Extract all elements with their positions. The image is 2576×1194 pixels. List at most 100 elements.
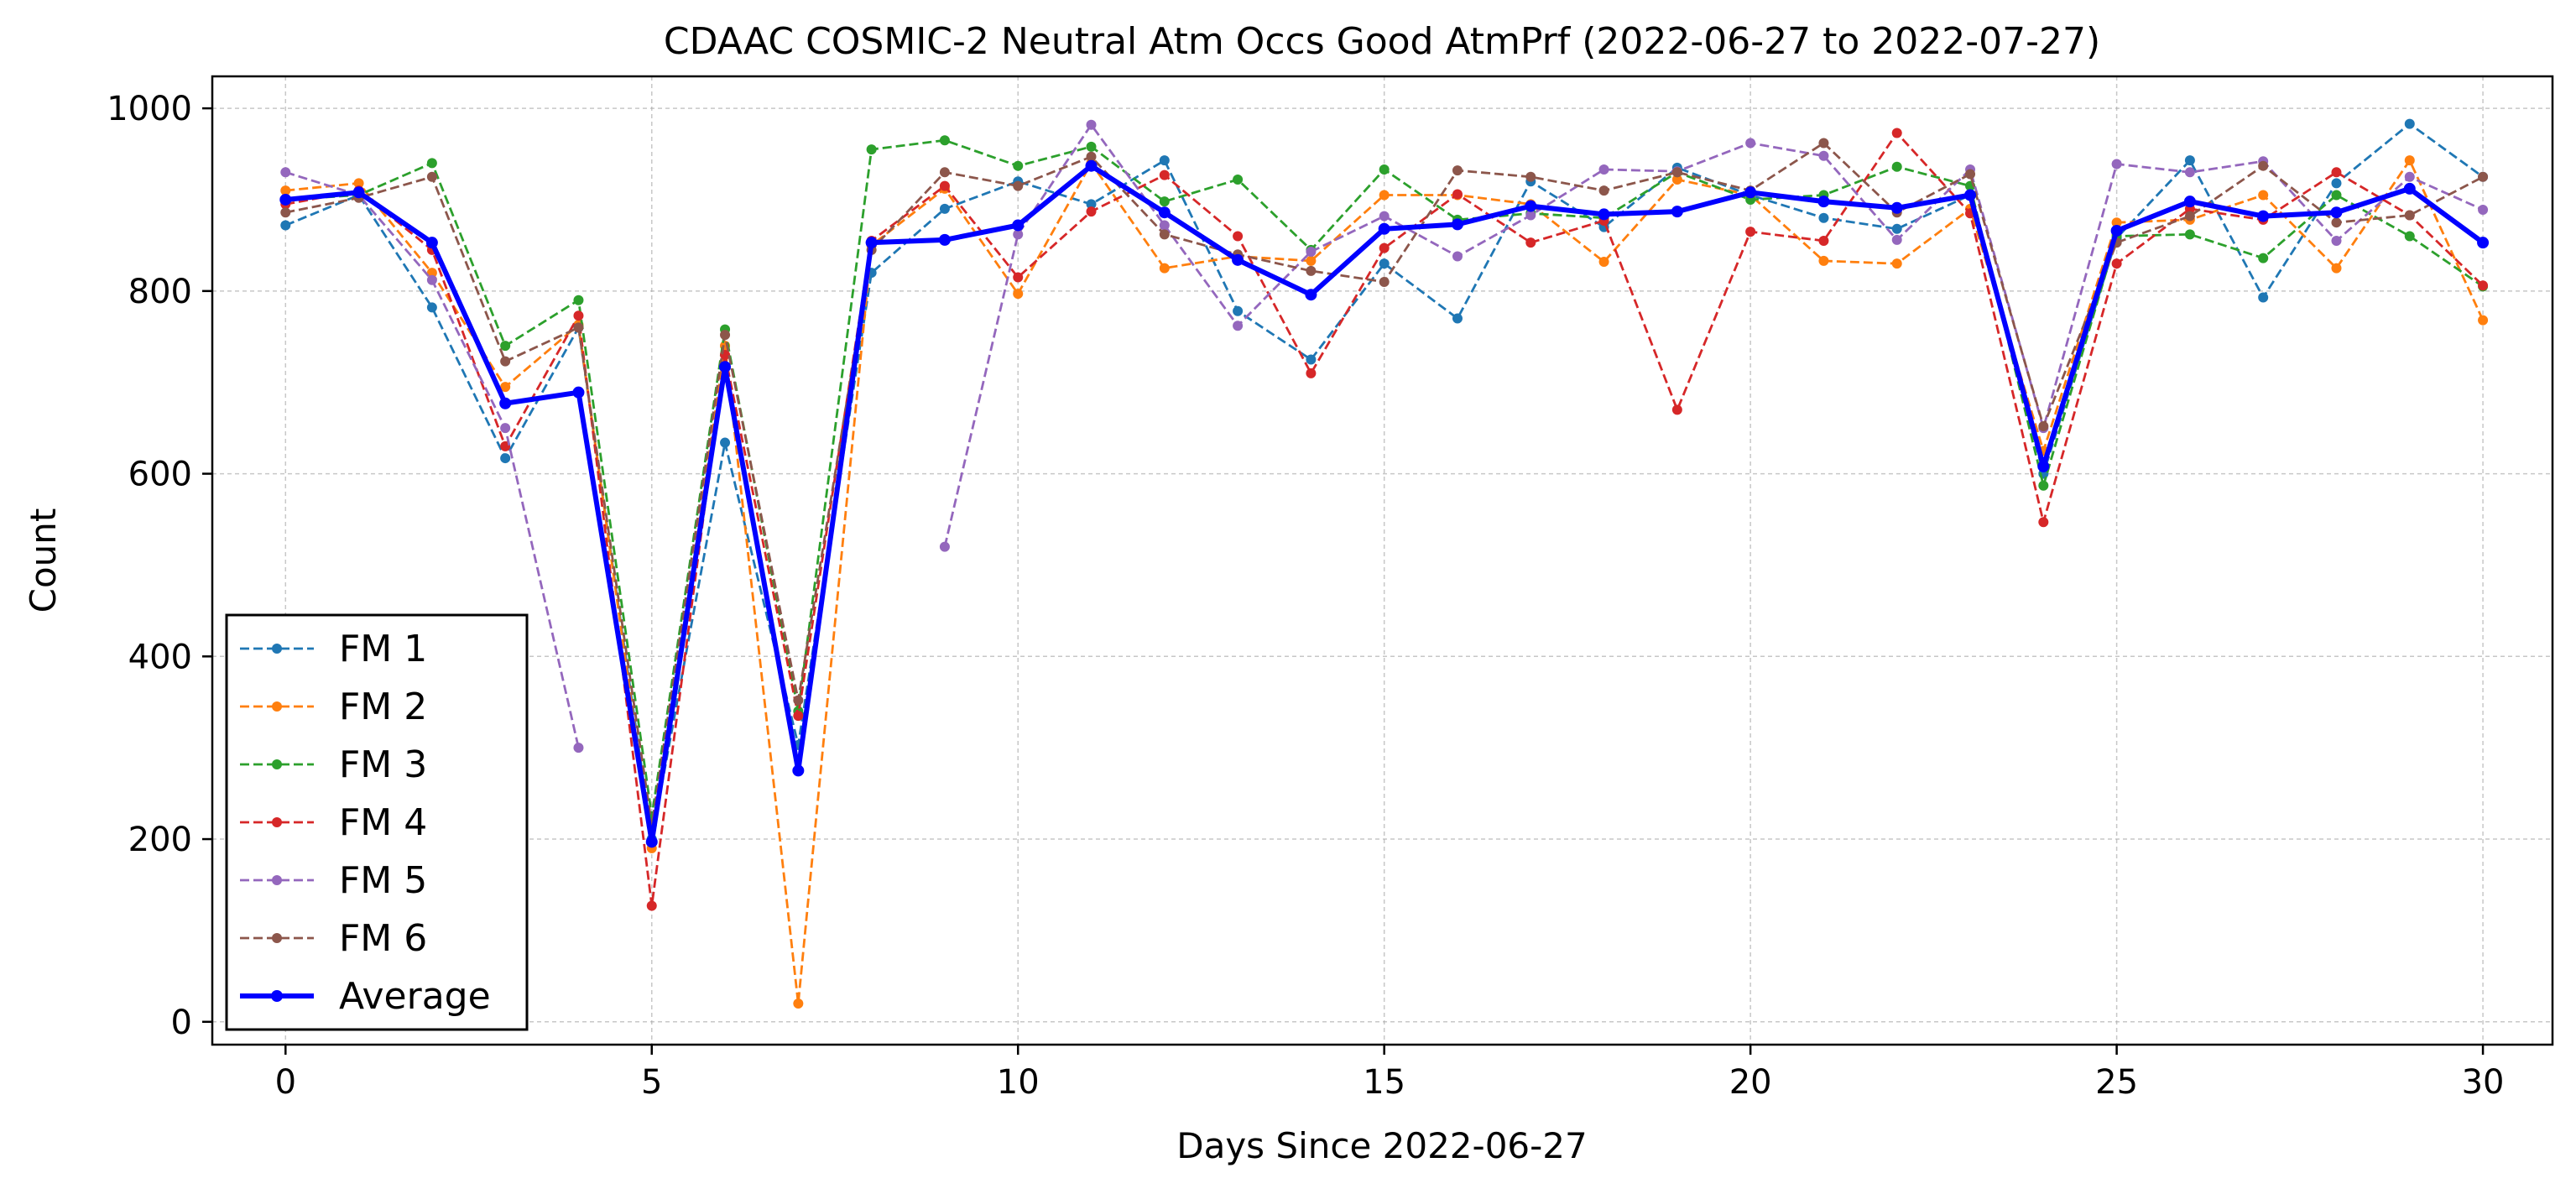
data-point bbox=[2184, 155, 2195, 166]
data-point bbox=[1158, 206, 1171, 219]
data-point bbox=[1159, 263, 1170, 274]
data-point bbox=[2330, 206, 2343, 219]
data-point bbox=[1013, 180, 1024, 191]
legend-label: FM 2 bbox=[339, 686, 427, 728]
data-point bbox=[793, 998, 804, 1009]
data-point bbox=[2038, 420, 2049, 431]
data-point bbox=[1012, 219, 1025, 232]
legend-label: FM 1 bbox=[339, 628, 427, 670]
legend-item: FM 6 bbox=[240, 917, 427, 960]
data-point bbox=[280, 207, 291, 218]
data-point bbox=[2038, 480, 2049, 491]
data-point bbox=[793, 695, 804, 706]
data-point bbox=[2111, 159, 2122, 169]
legend-item: FM 4 bbox=[240, 801, 427, 844]
data-point bbox=[1891, 234, 1902, 245]
data-point bbox=[793, 711, 804, 722]
plot-frame bbox=[211, 75, 2554, 1046]
data-point bbox=[2331, 167, 2342, 178]
data-point bbox=[719, 361, 732, 373]
x-tick-label: 30 bbox=[2462, 1063, 2505, 1102]
data-point bbox=[2258, 190, 2269, 201]
legend-marker bbox=[271, 990, 283, 1002]
data-point bbox=[2478, 280, 2489, 291]
data-point bbox=[2111, 258, 2122, 269]
data-point bbox=[1379, 258, 1390, 269]
legend-label: FM 4 bbox=[339, 801, 427, 844]
data-point bbox=[1451, 218, 1463, 231]
data-point bbox=[1159, 220, 1170, 231]
data-point bbox=[1818, 255, 1829, 266]
legend-item: FM 3 bbox=[240, 743, 427, 786]
y-axis-label: Count bbox=[23, 508, 64, 613]
data-point bbox=[500, 356, 511, 367]
data-point bbox=[1818, 212, 1829, 223]
data-point bbox=[1233, 231, 1244, 242]
y-tick-label: 600 bbox=[128, 456, 192, 494]
data-point bbox=[1232, 253, 1244, 266]
chart-title: CDAAC COSMIC-2 Neutral Atm Occs Good Atm… bbox=[664, 20, 2100, 63]
data-point bbox=[353, 178, 364, 189]
y-tick-label: 1000 bbox=[107, 90, 192, 128]
data-point bbox=[2331, 178, 2342, 189]
data-point bbox=[352, 186, 365, 199]
data-point bbox=[939, 541, 950, 552]
ticks: 0 5 10 15 20 25 30 0 200 400 600 800 1000 bbox=[107, 90, 2504, 1102]
legend-label: Average bbox=[339, 975, 491, 1018]
data-point bbox=[1525, 171, 1536, 182]
data-point bbox=[1306, 247, 1317, 258]
data-point bbox=[2184, 229, 2195, 240]
data-point bbox=[1086, 151, 1097, 162]
data-point bbox=[426, 171, 437, 182]
data-point bbox=[2404, 231, 2415, 242]
data-point bbox=[1891, 258, 1902, 269]
data-point bbox=[2258, 253, 2269, 263]
x-tick-label: 0 bbox=[275, 1063, 296, 1102]
data-point bbox=[500, 382, 511, 393]
data-point bbox=[1233, 321, 1244, 331]
data-point bbox=[2331, 190, 2342, 201]
data-point bbox=[939, 167, 950, 178]
data-point bbox=[2111, 217, 2122, 228]
data-point bbox=[1598, 257, 1609, 268]
data-point bbox=[1671, 167, 1682, 178]
y-tick-label: 0 bbox=[171, 1004, 192, 1042]
data-point bbox=[1598, 185, 1609, 196]
data-point bbox=[1159, 229, 1170, 240]
data-point bbox=[645, 836, 658, 848]
data-point bbox=[1086, 119, 1097, 130]
data-point bbox=[1159, 169, 1170, 180]
data-point bbox=[2257, 210, 2270, 222]
data-point bbox=[938, 233, 951, 246]
data-point bbox=[1965, 169, 1976, 180]
x-tick-label: 25 bbox=[2095, 1063, 2138, 1102]
legend-marker bbox=[272, 817, 282, 827]
series-average bbox=[279, 159, 2490, 848]
data-point bbox=[1818, 150, 1829, 161]
data-point bbox=[1159, 155, 1170, 166]
y-tick-label: 400 bbox=[128, 638, 192, 676]
data-point bbox=[865, 237, 878, 249]
data-point bbox=[1818, 138, 1829, 149]
data-point bbox=[1305, 289, 1317, 301]
legend-label: FM 6 bbox=[339, 917, 427, 960]
x-tick-label: 10 bbox=[997, 1063, 1040, 1102]
data-point bbox=[1964, 189, 1977, 201]
data-point bbox=[573, 743, 584, 753]
data-point bbox=[1086, 206, 1097, 217]
data-point bbox=[279, 193, 292, 206]
data-point bbox=[280, 167, 291, 178]
data-point bbox=[500, 341, 511, 352]
data-point bbox=[1452, 165, 1463, 176]
data-point bbox=[1817, 196, 1830, 208]
data-point bbox=[1233, 305, 1244, 316]
data-point bbox=[1013, 289, 1024, 300]
data-point bbox=[1378, 222, 1390, 235]
data-point bbox=[426, 268, 437, 279]
legend-label: FM 5 bbox=[339, 859, 427, 902]
data-point bbox=[1452, 313, 1463, 324]
data-point bbox=[280, 220, 291, 231]
data-point bbox=[500, 423, 511, 434]
data-point bbox=[1306, 354, 1317, 365]
